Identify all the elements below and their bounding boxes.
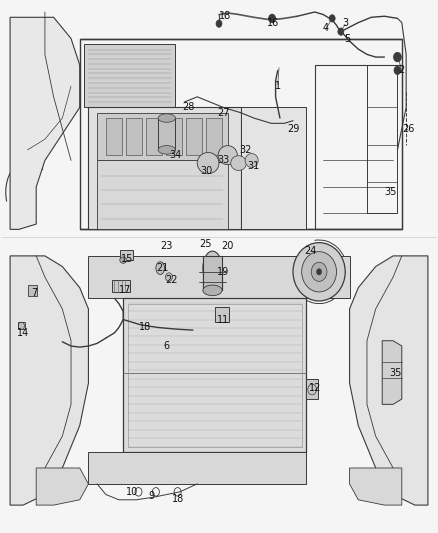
Ellipse shape (218, 146, 237, 165)
Bar (367, 65, 397, 214)
Bar (203, 256, 222, 290)
Text: 2: 2 (399, 66, 405, 75)
Ellipse shape (166, 273, 173, 281)
Ellipse shape (120, 257, 127, 263)
Ellipse shape (317, 269, 322, 275)
Bar (120, 249, 133, 260)
Text: 26: 26 (402, 124, 414, 134)
Ellipse shape (231, 156, 247, 171)
Bar (306, 379, 318, 399)
Text: 34: 34 (170, 150, 182, 160)
Text: 31: 31 (248, 161, 260, 171)
Text: 12: 12 (308, 383, 321, 393)
Text: 20: 20 (222, 241, 234, 252)
Ellipse shape (158, 114, 176, 122)
Ellipse shape (393, 52, 401, 62)
Polygon shape (84, 44, 176, 108)
Bar (126, 118, 142, 155)
Bar (206, 118, 223, 155)
Text: 29: 29 (287, 124, 299, 134)
Text: 3: 3 (342, 18, 348, 28)
Text: 18: 18 (139, 322, 151, 333)
Text: 19: 19 (217, 267, 230, 277)
Ellipse shape (268, 14, 276, 22)
Text: 33: 33 (217, 156, 230, 165)
Polygon shape (350, 256, 428, 505)
Text: 27: 27 (217, 108, 230, 118)
Ellipse shape (254, 118, 306, 182)
Polygon shape (123, 298, 306, 452)
Text: 1: 1 (275, 81, 281, 91)
Bar (186, 118, 202, 155)
Polygon shape (88, 452, 306, 484)
Polygon shape (97, 160, 228, 229)
Polygon shape (350, 468, 402, 505)
Text: 9: 9 (148, 490, 155, 500)
Ellipse shape (311, 262, 327, 281)
Ellipse shape (158, 146, 176, 154)
Text: 17: 17 (119, 285, 131, 295)
Ellipse shape (245, 154, 258, 167)
Polygon shape (36, 468, 88, 505)
Ellipse shape (197, 152, 219, 174)
Polygon shape (10, 256, 88, 505)
Text: 24: 24 (304, 246, 317, 256)
Ellipse shape (302, 252, 336, 292)
Bar (28, 285, 37, 296)
Text: 23: 23 (161, 241, 173, 252)
Text: 11: 11 (217, 314, 230, 325)
Bar (166, 118, 183, 155)
Bar (1, 240, 437, 516)
Bar (127, 304, 302, 447)
Text: 32: 32 (239, 145, 251, 155)
Ellipse shape (203, 251, 222, 285)
Polygon shape (97, 113, 228, 160)
Bar (215, 308, 229, 322)
Ellipse shape (203, 285, 222, 296)
Polygon shape (88, 256, 350, 298)
Text: 30: 30 (200, 166, 212, 176)
Polygon shape (241, 108, 306, 229)
Bar (1, 2, 437, 240)
Bar (106, 118, 122, 155)
Text: 7: 7 (31, 288, 37, 298)
Ellipse shape (156, 262, 165, 274)
Text: 22: 22 (165, 274, 177, 285)
Text: 28: 28 (182, 102, 195, 112)
Text: 10: 10 (126, 487, 138, 497)
Text: 6: 6 (164, 341, 170, 351)
Text: 14: 14 (17, 328, 29, 338)
Text: 35: 35 (385, 187, 397, 197)
Ellipse shape (394, 66, 401, 75)
Polygon shape (382, 341, 402, 405)
Ellipse shape (338, 28, 344, 35)
Text: 35: 35 (389, 368, 402, 377)
Polygon shape (10, 17, 80, 229)
Ellipse shape (265, 131, 295, 168)
Text: 16: 16 (267, 18, 279, 28)
Ellipse shape (329, 14, 335, 22)
Bar (113, 280, 130, 292)
Text: 15: 15 (121, 254, 134, 263)
Ellipse shape (293, 243, 345, 301)
Ellipse shape (216, 20, 222, 27)
Text: 25: 25 (200, 239, 212, 249)
Polygon shape (18, 322, 25, 329)
Text: 18: 18 (172, 494, 184, 504)
Bar (158, 118, 176, 150)
Text: 4: 4 (322, 23, 328, 33)
Text: 18: 18 (219, 11, 232, 21)
Text: 21: 21 (156, 263, 169, 272)
Text: 5: 5 (344, 34, 350, 44)
Ellipse shape (275, 143, 285, 156)
Bar (146, 118, 162, 155)
Polygon shape (88, 108, 241, 229)
